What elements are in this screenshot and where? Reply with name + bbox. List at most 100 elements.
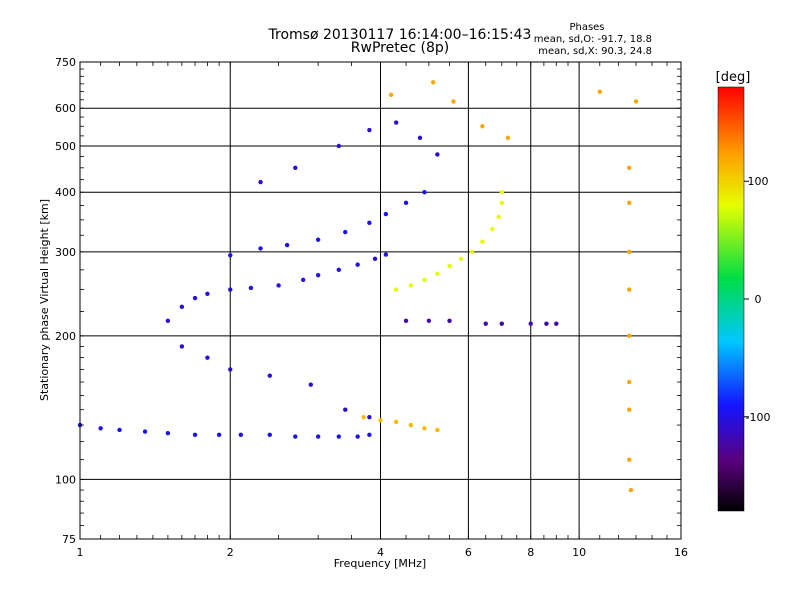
x-axis-ticks: 1 2 4 6 8 10 16 (77, 62, 688, 559)
data-point (490, 226, 495, 232)
series-o-mode-f-layer-trace (165, 252, 389, 324)
y-tick-label: 500 (55, 140, 76, 153)
data-point (315, 272, 321, 278)
x-tick-label: 2 (227, 546, 234, 559)
x-tick-label: 6 (465, 546, 472, 559)
data-point (496, 214, 501, 220)
data-point (165, 430, 171, 436)
y-tick-label: 200 (55, 330, 76, 343)
data-point (284, 242, 290, 248)
series-sporadic-e-band-215-km (403, 318, 559, 326)
data-point (480, 239, 485, 244)
phase-stats: Phases mean, sd,O: -91.7, 18.8 mean, sd,… (522, 22, 652, 58)
series-x-mode-e-layer-trace (361, 415, 440, 433)
data-point (336, 434, 342, 439)
data-point (267, 432, 272, 438)
data-point (267, 373, 272, 378)
y-axis-ticks: 75 100 200 300 400 500 600 750 (55, 56, 681, 546)
data-point (627, 457, 632, 462)
x-axis-label: Frequency [MHz] (334, 557, 426, 570)
data-point (393, 120, 399, 125)
data-point (627, 379, 632, 385)
data-point (528, 321, 533, 326)
y-tick-label: 400 (55, 186, 76, 199)
data-point (554, 321, 559, 326)
series-x-mode-scattered-returns (388, 80, 639, 493)
data-point (426, 318, 432, 324)
data-point (367, 432, 372, 438)
x-tick-label: 8 (527, 546, 534, 559)
data-point (367, 127, 372, 133)
data-point (627, 287, 632, 292)
data-point (505, 135, 511, 141)
data-point (98, 426, 103, 431)
data-point (544, 321, 549, 326)
data-point (248, 285, 254, 291)
colorbar (717, 86, 745, 512)
data-point (300, 277, 306, 283)
series-o-mode-e-layer-trace (77, 422, 372, 439)
data-point (408, 283, 413, 288)
data-point (627, 200, 632, 206)
data-point (315, 237, 321, 242)
series-o-mode-sporadic-returns (179, 120, 440, 420)
plot-grid (80, 62, 681, 539)
data-point (435, 152, 440, 157)
data-point (627, 249, 632, 255)
y-tick-label: 75 (62, 533, 76, 546)
data-point (430, 80, 436, 85)
data-point (228, 367, 233, 372)
data-point (228, 253, 233, 258)
data-point (179, 344, 185, 349)
data-point (179, 304, 185, 310)
data-point (367, 220, 372, 226)
x-tick-label: 16 (674, 546, 688, 559)
data-point (417, 135, 423, 141)
data-point (435, 427, 440, 433)
y-tick-label: 300 (55, 246, 76, 259)
phase-stats-title: Phases (569, 22, 605, 33)
data-point (117, 427, 122, 433)
colorbar-unit: [deg] (716, 70, 751, 85)
data-point (383, 252, 389, 257)
phase-stats-o: mean, sd,O: -91.7, 18.8 (533, 34, 652, 45)
data-point (315, 434, 321, 439)
data-point (451, 99, 456, 104)
data-point (205, 355, 210, 360)
y-tick-label: 600 (55, 102, 76, 115)
data-point (408, 422, 413, 428)
data-point (422, 426, 427, 431)
y-tick-label: 100 (55, 473, 76, 486)
data-point (228, 287, 233, 292)
data-point (499, 200, 505, 206)
data-point (276, 283, 281, 288)
data-point (627, 407, 632, 412)
data-point (388, 92, 394, 98)
data-point (355, 262, 360, 267)
data-point (336, 143, 342, 149)
data-point (458, 256, 464, 262)
data-point (628, 487, 634, 493)
data-point (383, 211, 389, 217)
data-point (393, 419, 399, 425)
data-point (142, 429, 148, 434)
data-point (336, 267, 342, 273)
data-point (205, 291, 210, 296)
data-point (480, 124, 485, 129)
data-point (627, 333, 632, 339)
data-point (192, 295, 198, 301)
colorbar-tick-label: 0 (755, 293, 762, 306)
chart-title-line1: Tromsø 20130117 16:14:00–16:15:43 (268, 27, 532, 43)
colorbar-tick-label: -100 (746, 411, 771, 424)
chart-title-line2: RwPretec (8p) (350, 40, 450, 56)
data-point (216, 432, 222, 438)
data-point (483, 321, 488, 326)
data-point (422, 190, 427, 195)
data-point (238, 432, 244, 438)
data-point (378, 418, 383, 423)
colorbar-ticks: 100 0 -100 (744, 175, 770, 424)
data-point (293, 165, 298, 171)
data-point (258, 179, 263, 185)
x-tick-label: 4 (377, 546, 384, 559)
